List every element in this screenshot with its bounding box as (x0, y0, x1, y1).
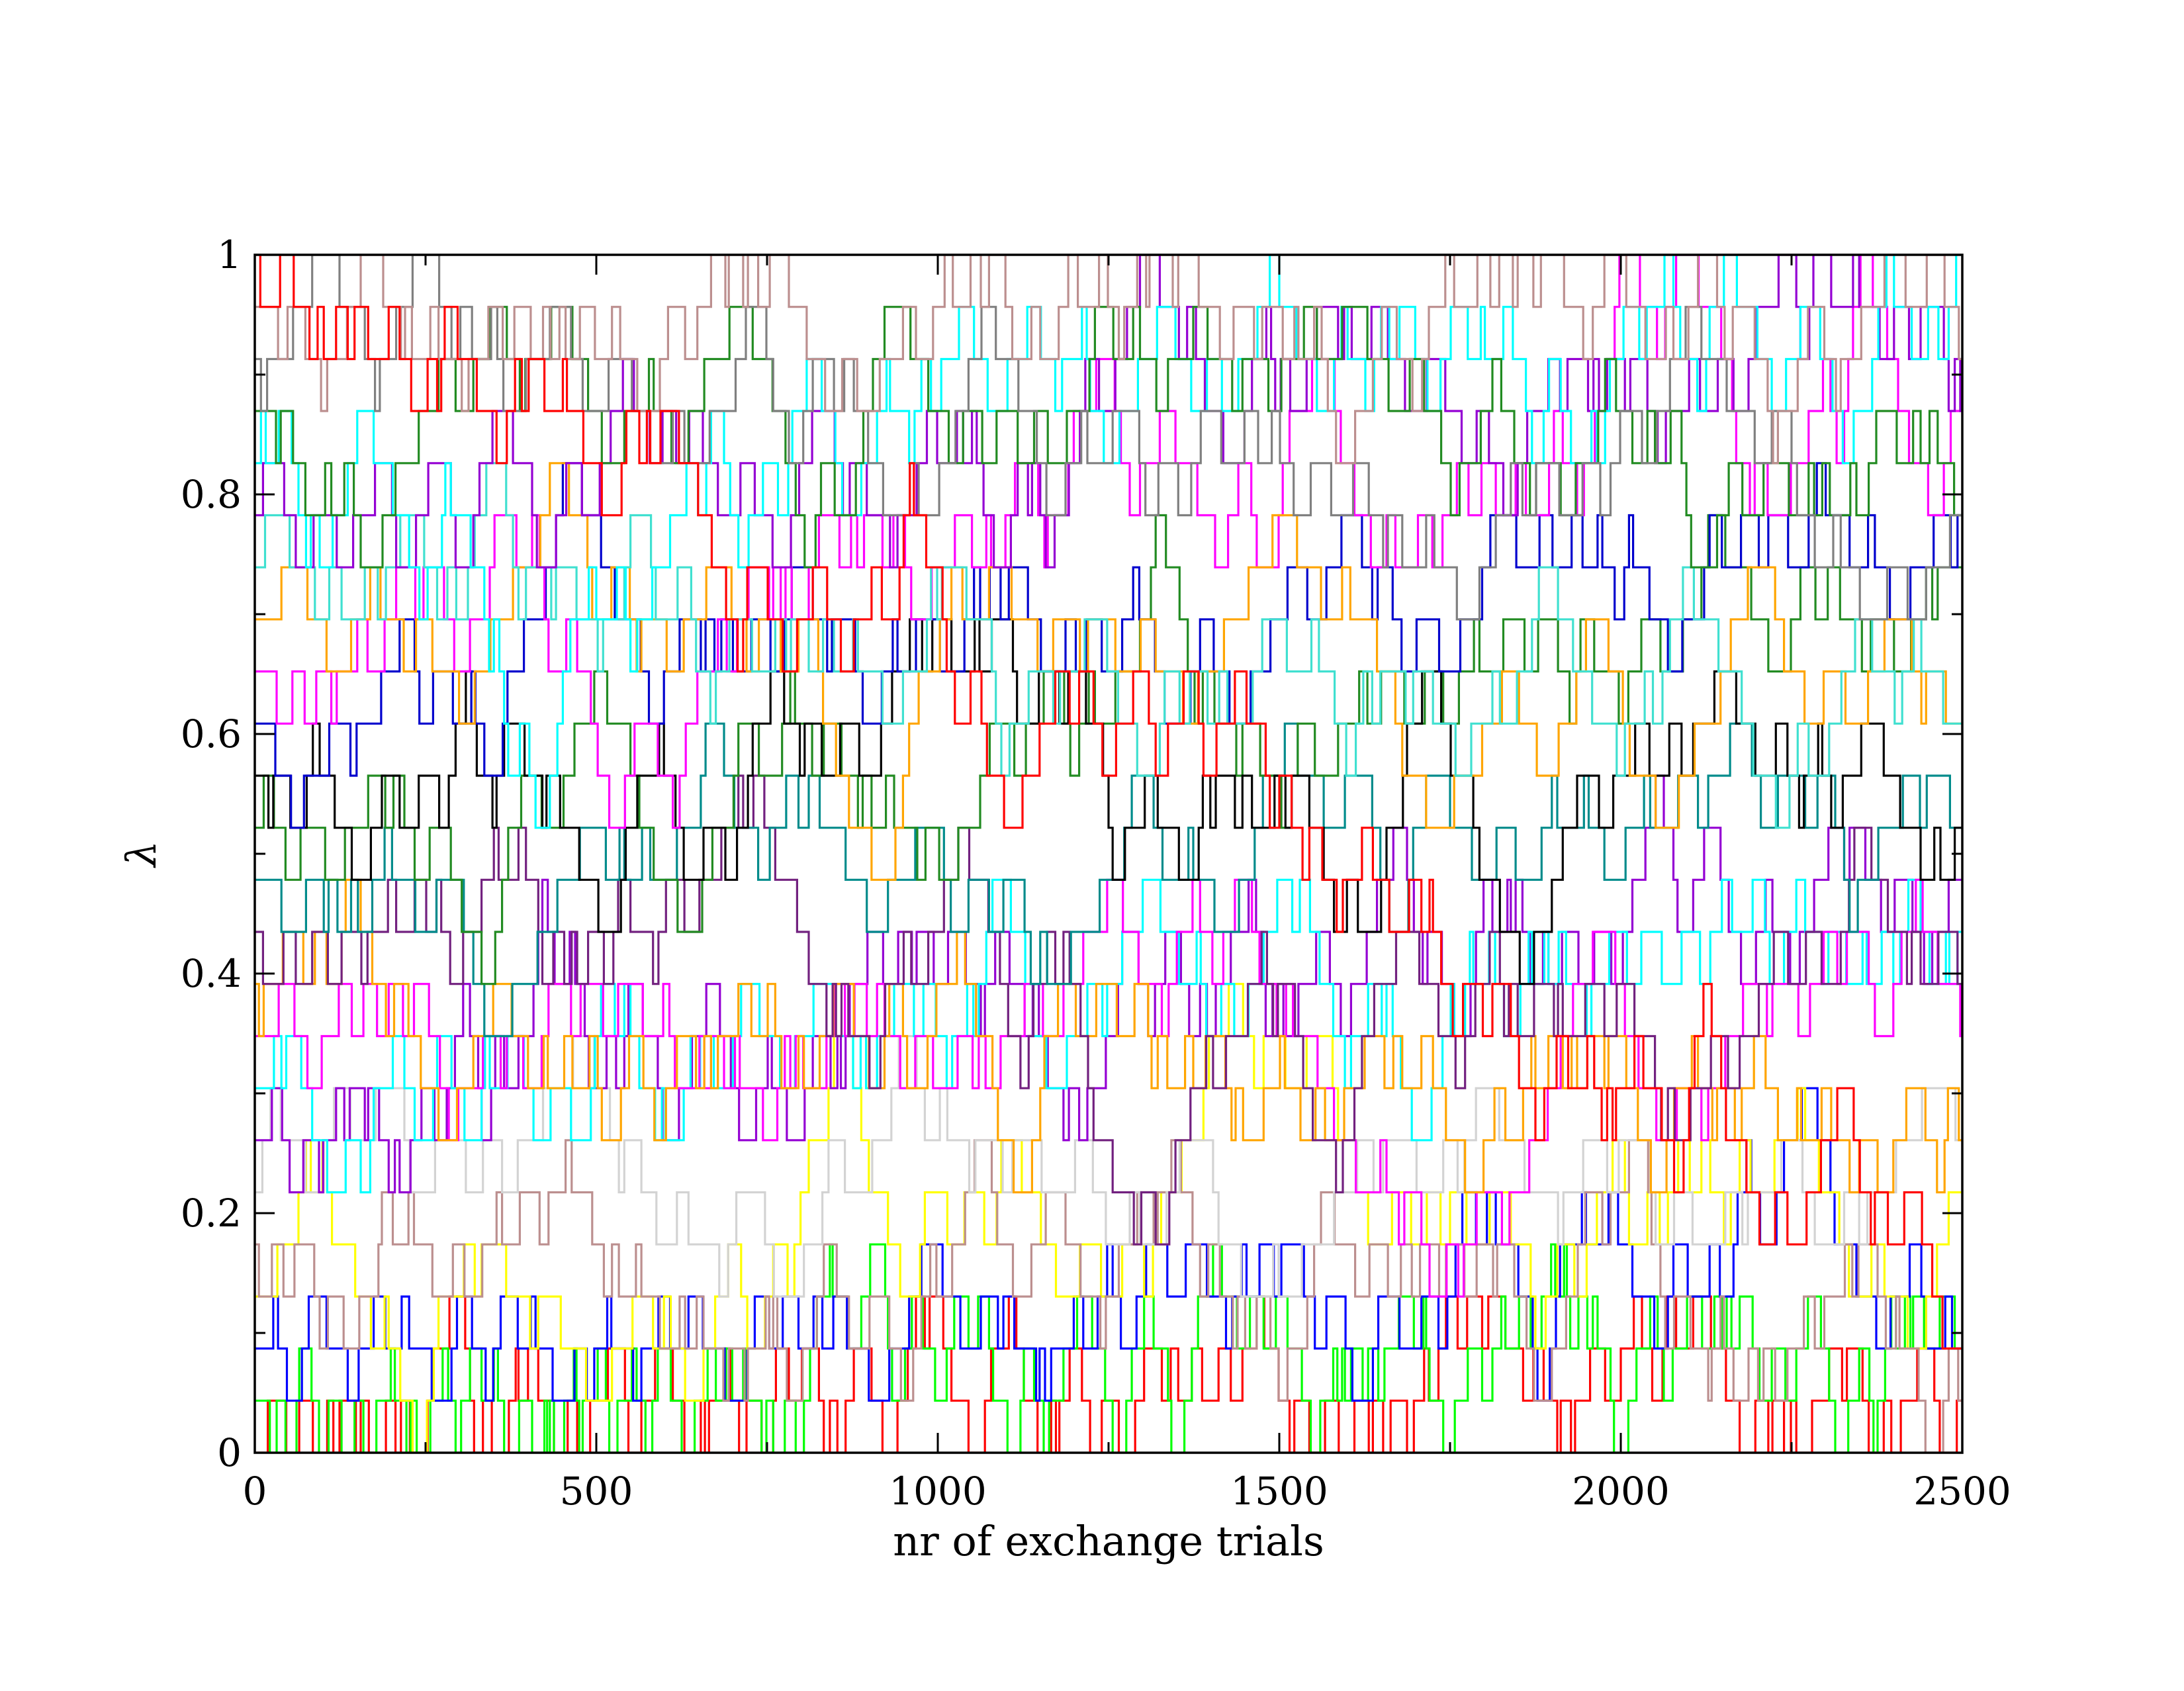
plot-frame (253, 253, 1964, 1454)
x-tick-label: 2500 (1913, 1469, 2011, 1514)
replica-trajectory-2 (255, 1243, 1962, 1453)
replica-trajectory-13 (255, 514, 1962, 985)
replica-trajectory-21 (255, 306, 1962, 569)
x-tick-label: 1500 (1230, 1469, 1328, 1514)
replica-trajectory-5 (255, 1139, 1962, 1453)
x-axis-title: nr of exchange trials (893, 1517, 1324, 1565)
replica-trajectory-1 (255, 1295, 1962, 1453)
replica-trajectory-16 (255, 255, 1962, 829)
y-tick-label: 0 (217, 1430, 242, 1475)
replica-trajectory-11 (255, 774, 1962, 1246)
replica-trajectory-10 (255, 878, 1962, 1194)
replica-trajectory-22 (255, 255, 1962, 621)
x-tick-label: 2000 (1572, 1469, 1670, 1514)
replica-trajectory-4 (255, 983, 1962, 1453)
y-tick-label: 0.4 (181, 951, 242, 996)
x-tick-label: 0 (243, 1469, 267, 1514)
replica-trajectory-20 (255, 255, 1962, 829)
replica-trajectory-15 (255, 462, 1962, 829)
replica-trajectory-14 (255, 618, 1962, 985)
replica-trajectory-23 (255, 255, 1962, 465)
replica-trajectory-6 (255, 1034, 1962, 1298)
y-axis-title: λ (117, 841, 165, 868)
x-tick-label: 1000 (889, 1469, 987, 1514)
y-tick-label: 0.8 (181, 472, 242, 517)
y-tick-label: 1 (217, 232, 242, 277)
replica-trajectory-8 (255, 878, 1962, 1194)
replica-trajectory-24 (255, 255, 1962, 1350)
x-tick-label: 500 (560, 1469, 633, 1514)
replica-trajectory-18 (255, 462, 1962, 829)
y-tick-label: 0.2 (181, 1191, 242, 1236)
y-tick-label: 0.6 (181, 711, 242, 756)
